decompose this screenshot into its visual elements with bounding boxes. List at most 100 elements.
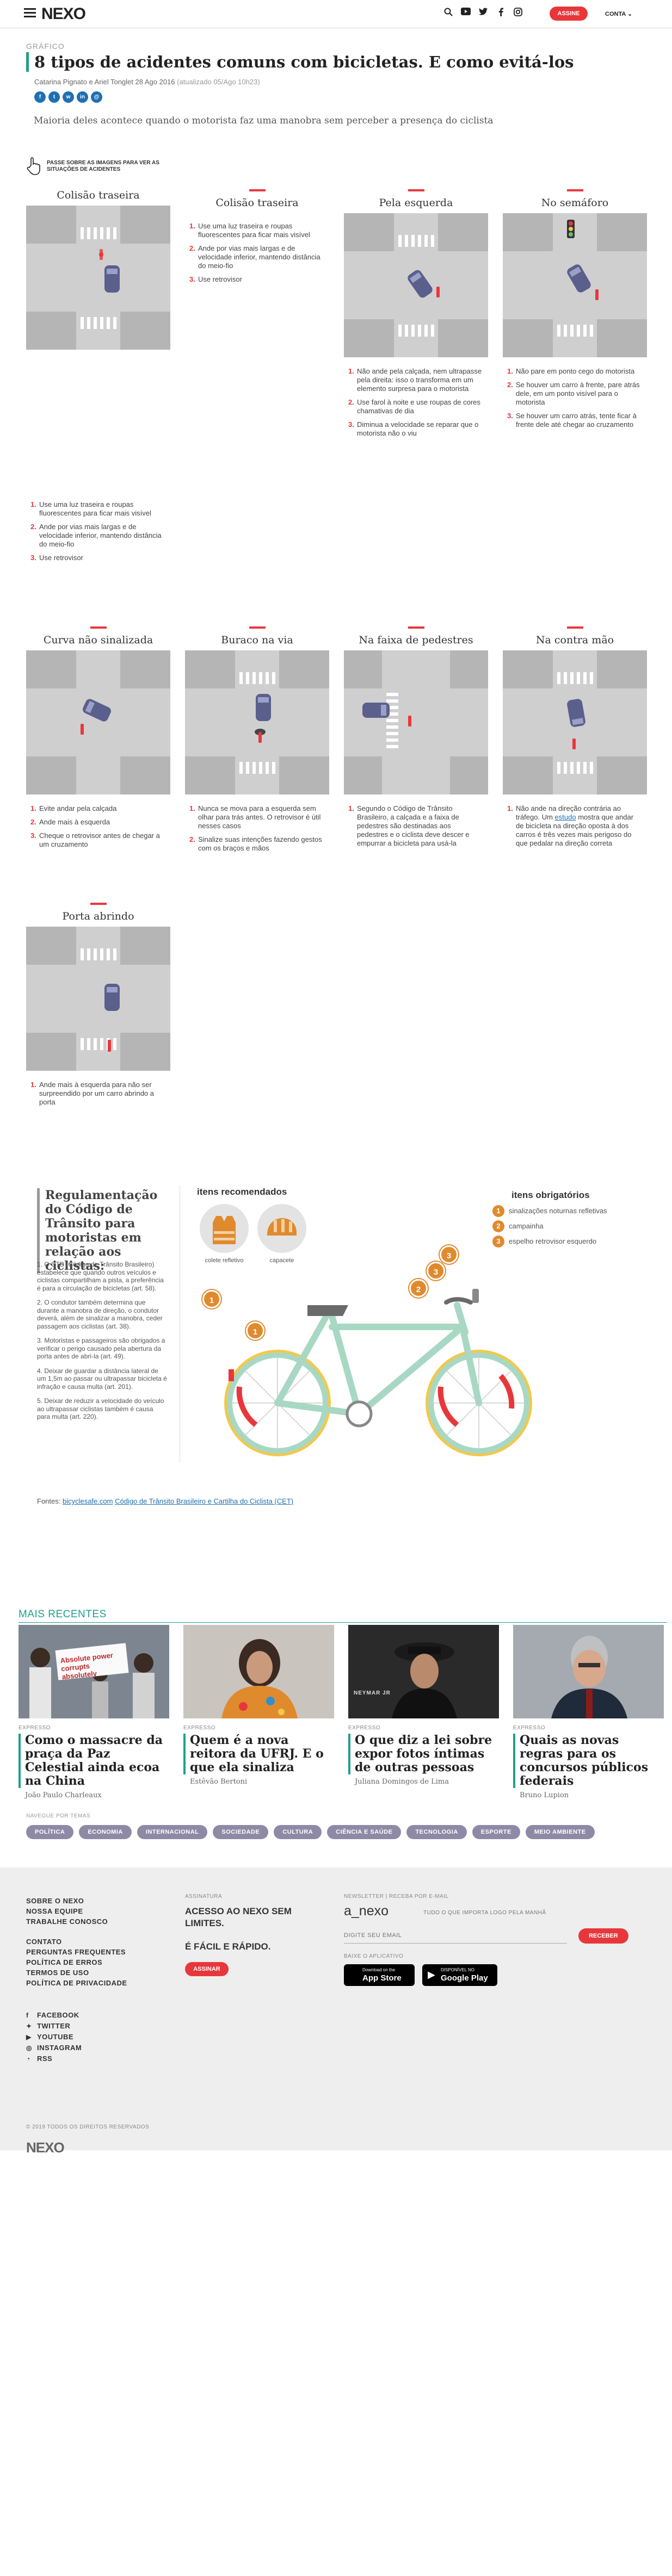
theme-tag[interactable]: CULTURA: [274, 1825, 322, 1839]
banner-text: NEYMAR JR: [354, 1690, 391, 1696]
mandatory-item: 2 campainha: [492, 1220, 544, 1232]
card-accent: [408, 189, 424, 191]
theme-tag[interactable]: INTERNACIONAL: [137, 1825, 208, 1839]
news-headline[interactable]: Como o massacre da praça da Paz Celestia…: [19, 1734, 169, 1788]
share-email-icon[interactable]: @: [91, 91, 102, 103]
news-card[interactable]: NEYMAR JR EXPRESSO O que diz a lei sobre…: [348, 1625, 499, 1786]
instagram-icon[interactable]: [513, 8, 523, 17]
accident-card[interactable]: No semáforo 1. Não pare em ponto cego do …: [503, 189, 647, 434]
subscribe-button[interactable]: ASSINE: [550, 7, 588, 21]
regulation-title: Regulamentação do Código de Trânsito par…: [37, 1188, 168, 1273]
regulation-item: 5. Deixar de reduzir a velocidade do veí…: [37, 1397, 164, 1420]
news-card[interactable]: EXPRESSO Quais as novas regras para os c…: [513, 1625, 664, 1799]
social-youtube[interactable]: ▶ YOUTUBE: [26, 2032, 82, 2043]
card-title: Pela esquerda: [379, 197, 453, 209]
news-headline[interactable]: Quem é a nova reitora da UFRJ. E o que e…: [183, 1734, 334, 1774]
recommended-item: colete refletivo: [197, 1204, 251, 1264]
footer-link[interactable]: SOBRE O NEXO: [26, 1897, 84, 1905]
facebook-icon[interactable]: [496, 8, 505, 17]
study-link[interactable]: estudo: [554, 813, 576, 821]
twitter-icon[interactable]: [478, 8, 488, 17]
social-facebook[interactable]: f FACEBOOK: [26, 2010, 82, 2021]
theme-tag[interactable]: CIÊNCIA E SAÚDE: [327, 1825, 402, 1839]
news-headline[interactable]: Quais as novas regras para os concursos …: [513, 1734, 664, 1788]
accident-card[interactable]: Buraco na via 1. Nunca se mova para a esq…: [185, 626, 329, 858]
footer-link[interactable]: POLÍTICA DE PRIVACIDADE: [26, 1979, 127, 1987]
news-photo: Absolute power corrupts absolutely: [19, 1625, 169, 1718]
tips-list: 1. Não ande na direção contrária ao tráfe…: [503, 804, 642, 848]
accident-illustration: [185, 650, 329, 794]
social-rss[interactable]: ◔ RSS: [26, 2053, 82, 2064]
app-store-button[interactable]: Download on the App Store: [344, 1964, 415, 1986]
footer-link[interactable]: POLÍTICA DE ERROS: [26, 1958, 103, 1966]
search-icon[interactable]: [443, 8, 453, 17]
accident-card[interactable]: Porta abrindo 1. Ande mais à esquerda par…: [26, 903, 170, 1112]
social-twitter[interactable]: ✦ TWITTER: [26, 2021, 82, 2032]
footer-link[interactable]: TERMOS DE USO: [26, 1969, 89, 1977]
themes-label: NAVEGUE POR TEMAS: [26, 1813, 91, 1819]
tip-item: 1. Nunca se mova para a esquerda sem olha…: [189, 804, 321, 830]
tip-item: 1. Não pare em ponto cego do motorista: [507, 367, 635, 375]
source-link[interactable]: Código de Trânsito Brasileiro e Cartilha…: [115, 1497, 294, 1505]
account-menu[interactable]: CONTA ⌄: [605, 11, 633, 17]
card-accent: [408, 626, 424, 629]
theme-tag[interactable]: SOCIEDADE: [213, 1825, 269, 1839]
theme-tag[interactable]: ESPORTE: [472, 1825, 520, 1839]
card-title: Colisão traseira: [57, 189, 140, 201]
article-subtitle: Maioria deles acontece quando o motorist…: [34, 115, 494, 126]
accident-card[interactable]: 1. Use uma luz traseira e roupas fluoresc…: [26, 500, 170, 567]
share-facebook-icon[interactable]: f: [34, 91, 46, 103]
news-section: EXPRESSO: [19, 1725, 51, 1731]
tip-item: 2. Ande mais à esquerda: [30, 818, 110, 826]
footer-link[interactable]: CONTATO: [26, 1938, 62, 1946]
share-whatsapp-icon[interactable]: w: [63, 91, 74, 103]
news-photo: [183, 1625, 334, 1718]
header-icons: [443, 8, 523, 17]
theme-tag[interactable]: ECONOMIA: [79, 1825, 132, 1839]
article-title: 8 tipos de acidentes comuns com biciclet…: [26, 52, 625, 72]
share-linkedin-icon[interactable]: in: [77, 91, 88, 103]
theme-tag[interactable]: MEIO AMBIENTE: [525, 1825, 595, 1839]
footer-link[interactable]: PERGUNTAS FREQUENTES: [26, 1948, 126, 1956]
newsletter-email-input[interactable]: [344, 1927, 567, 1944]
article-byline: Catarina Pignato e Ariel Tonglet 28 Ago …: [34, 78, 260, 86]
theme-tag[interactable]: TECNOLOGIA: [406, 1825, 467, 1839]
tips-list: 1. Não pare em ponto cego do motorista 2.…: [503, 367, 642, 429]
menu-icon[interactable]: [24, 8, 36, 18]
footer-link[interactable]: NOSSA EQUIPE: [26, 1907, 83, 1915]
subscribe-button[interactable]: ASSINAR: [185, 1962, 229, 1976]
social-instagram[interactable]: ◎ INSTAGRAM: [26, 2043, 82, 2053]
share-twitter-icon[interactable]: t: [48, 91, 60, 103]
news-author: João Paulo Charleaux: [25, 1791, 102, 1799]
site-logo[interactable]: NEXO: [41, 5, 86, 23]
tips-list: 1. Nunca se mova para a esquerda sem olha…: [185, 804, 324, 853]
accident-card[interactable]: Colisão traseira: [26, 189, 170, 350]
instagram-icon: ◎: [26, 2044, 32, 2052]
news-section: EXPRESSO: [183, 1725, 216, 1731]
tip-item: 2. Ande por vias mais largas e de velocid…: [189, 244, 320, 270]
mandatory-item: 1 sinalizações noturnas refletivas: [492, 1205, 607, 1217]
newsletter-tagline: TUDO O QUE IMPORTA LOGO PELA MANHÃ: [423, 1910, 546, 1916]
footer-logo[interactable]: NEXO: [26, 2139, 65, 2156]
news-card[interactable]: EXPRESSO Quem é a nova reitora da UFRJ. …: [183, 1625, 334, 1786]
accident-card[interactable]: Pela esquerda 1. Não ande pela calçada, n…: [344, 189, 488, 443]
article-kicker: GRÁFICO: [26, 42, 65, 51]
rss-icon: ◔: [26, 2055, 30, 2063]
newsletter-submit-button[interactable]: RECEBER: [578, 1928, 628, 1944]
google-play-button[interactable]: ▶ DISPONÍVEL NO Google Play: [422, 1964, 497, 1986]
tip-item: 2. Se houver um carro à frente, pare atrá…: [507, 381, 640, 406]
accident-card[interactable]: Curva não sinalizada 1. Evite andar pela …: [26, 626, 170, 854]
hover-hint-text: PASSE SOBRE AS IMAGENS PARA VER AS SITUA…: [47, 160, 159, 172]
footer-link[interactable]: TRABALHE CONOSCO: [26, 1917, 108, 1926]
regulation-item: 3. Motoristas e passageiros são obrigado…: [37, 1337, 165, 1360]
news-author: Juliana Domingos de Lima: [355, 1778, 449, 1786]
bicycle-icon: [224, 1289, 532, 1456]
news-headline[interactable]: O que diz a lei sobre expor fotos íntima…: [348, 1734, 499, 1774]
youtube-icon[interactable]: [461, 8, 471, 17]
accident-card[interactable]: Na faixa de pedestres 1. Segundo o Código…: [344, 626, 488, 853]
accident-card[interactable]: Colisão traseira 1. Use uma luz traseira …: [185, 189, 329, 289]
source-link[interactable]: bicyclesafe.com: [62, 1497, 113, 1505]
news-card[interactable]: Absolute power corrupts absolutely EXPRE…: [19, 1625, 169, 1799]
theme-tag[interactable]: POLÍTICA: [26, 1825, 74, 1839]
accident-card[interactable]: Na contra mão 1. Não ande na direção cont…: [503, 626, 647, 853]
